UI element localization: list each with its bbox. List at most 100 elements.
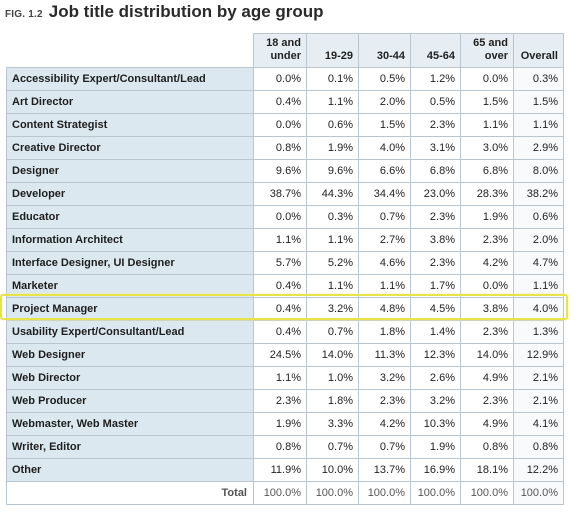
- table-cell: 100.0%: [513, 481, 564, 505]
- table-cell: 2.3%: [253, 389, 307, 413]
- table-cell: 8.0%: [513, 159, 564, 183]
- table-cell: 0.8%: [253, 136, 307, 160]
- table-cell: 23.0%: [410, 182, 461, 206]
- table-cell: 3.2%: [410, 389, 461, 413]
- table-row: Creative Director 0.8% 1.9% 4.0% 3.1% 3.0% 2.9…: [6, 136, 564, 160]
- table-cell: 2.3%: [460, 228, 514, 252]
- table-cell: 6.8%: [460, 159, 514, 183]
- table-body: Accessibility Expert/Consultant/Lead 0.0%…: [6, 67, 564, 505]
- table-cell: 3.3%: [306, 412, 359, 436]
- table-cell: 0.7%: [358, 435, 411, 459]
- table-cell: 1.1%: [513, 274, 564, 298]
- table-cell: 13.7%: [358, 458, 411, 482]
- row-label: Web Designer: [6, 343, 254, 367]
- table-cell: 0.8%: [513, 435, 564, 459]
- table-cell: 1.9%: [460, 205, 514, 229]
- table-cell: 2.7%: [358, 228, 411, 252]
- table-cell: 14.0%: [460, 343, 514, 367]
- figure-tag: FIG. 1.2: [5, 9, 43, 20]
- table-cell: 0.6%: [513, 205, 564, 229]
- row-label: Educator: [6, 205, 254, 229]
- table-row: Web Producer 2.3% 1.8% 2.3% 3.2% 2.3% 2.1%: [6, 389, 564, 413]
- figure-header: FIG. 1.2 Job title distribution by age g…: [5, 2, 324, 28]
- table-cell: 2.3%: [460, 389, 514, 413]
- col-header-label: 65 and over: [473, 37, 508, 62]
- table-cell: 28.3%: [460, 182, 514, 206]
- table-cell: 4.5%: [410, 297, 461, 321]
- row-label: Writer, Editor: [6, 435, 254, 459]
- table-row: Web Designer 24.5% 14.0% 11.3% 12.3% 14.0% 12.…: [6, 343, 564, 367]
- table-row: Usability Expert/Consultant/Lead 0.4% 0.7%…: [6, 320, 564, 344]
- table-cell: 0.0%: [253, 67, 307, 91]
- table-row: Other 11.9% 10.0% 13.7% 16.9% 18.1% 12.2%: [6, 458, 564, 482]
- table-cell: 1.1%: [460, 113, 514, 137]
- table-cell: 34.4%: [358, 182, 411, 206]
- table-cell: 1.4%: [410, 320, 461, 344]
- table-cell: 0.8%: [253, 435, 307, 459]
- table-cell: 3.0%: [460, 136, 514, 160]
- table-cell: 0.4%: [253, 320, 307, 344]
- table-cell: 1.1%: [306, 90, 359, 114]
- table-cell: 4.9%: [460, 366, 514, 390]
- table-cell: 100.0%: [460, 481, 514, 505]
- row-label: Project Manager: [6, 297, 254, 321]
- table-cell: 18.1%: [460, 458, 514, 482]
- table-cell: 9.6%: [253, 159, 307, 183]
- table-cell: 2.3%: [410, 113, 461, 137]
- table-cell: 12.9%: [513, 343, 564, 367]
- table-cell: 4.7%: [513, 251, 564, 275]
- table-cell: 100.0%: [358, 481, 411, 505]
- table-cell: 1.1%: [253, 366, 307, 390]
- table-cell: 2.3%: [410, 205, 461, 229]
- table-cell: 4.8%: [358, 297, 411, 321]
- table-cell: 0.7%: [358, 205, 411, 229]
- table-cell: 12.2%: [513, 458, 564, 482]
- table-cell: 0.5%: [410, 90, 461, 114]
- table-cell: 1.5%: [460, 90, 514, 114]
- table-row: Writer, Editor 0.8% 0.7% 0.7% 1.9% 0.8% 0.8%: [6, 435, 564, 459]
- table-cell: 0.0%: [253, 205, 307, 229]
- table-cell: 1.8%: [306, 389, 359, 413]
- row-label: Designer: [6, 159, 254, 183]
- table-row: Art Director 0.4% 1.1% 2.0% 0.5% 1.5% 1.5%: [6, 90, 564, 114]
- table-cell: 1.9%: [410, 435, 461, 459]
- row-label: Other: [6, 458, 254, 482]
- row-label: Usability Expert/Consultant/Lead: [6, 320, 254, 344]
- col-header-overall: Overall: [513, 33, 564, 68]
- table-cell: 6.8%: [410, 159, 461, 183]
- table-cell: 0.0%: [253, 113, 307, 137]
- col-header-45-64: 45-64: [410, 33, 461, 68]
- row-label: Developer: [6, 182, 254, 206]
- row-label: Information Architect: [6, 228, 254, 252]
- table-row: Information Architect 1.1% 1.1% 2.7% 3.8% 2.3…: [6, 228, 564, 252]
- figure-title: Job title distribution by age group: [48, 2, 324, 21]
- table-cell: 3.1%: [410, 136, 461, 160]
- table-cell: 1.1%: [513, 113, 564, 137]
- table-row: Educator 0.0% 0.3% 0.7% 2.3% 1.9% 0.6%: [6, 205, 564, 229]
- table-cell: 38.2%: [513, 182, 564, 206]
- table-cell: 24.5%: [253, 343, 307, 367]
- col-header-label: 18 and under: [266, 37, 301, 62]
- table-cell: 0.3%: [513, 67, 564, 91]
- header-row: 18 and under 19-29 30-44 45-64 65 and over…: [6, 33, 564, 68]
- table-cell: 0.1%: [306, 67, 359, 91]
- table-cell: 2.6%: [410, 366, 461, 390]
- table-cell: 3.8%: [410, 228, 461, 252]
- table-cell: 10.3%: [410, 412, 461, 436]
- table-cell: 100.0%: [306, 481, 359, 505]
- table-cell: 44.3%: [306, 182, 359, 206]
- col-header-30-44: 30-44: [358, 33, 411, 68]
- table-row: Webmaster, Web Master 1.9% 3.3% 4.2% 10.3% 4.…: [6, 412, 564, 436]
- row-label: Art Director: [6, 90, 254, 114]
- table-cell: 0.4%: [253, 297, 307, 321]
- table-cell: 12.3%: [410, 343, 461, 367]
- col-header-65-over: 65 and over: [460, 33, 514, 68]
- header-corner: [6, 33, 254, 68]
- table-cell: 0.5%: [358, 67, 411, 91]
- total-row: Total 100.0% 100.0% 100.0% 100.0% 100.0% 100.0…: [6, 481, 564, 505]
- table-cell: 4.0%: [358, 136, 411, 160]
- table-cell: 0.0%: [460, 67, 514, 91]
- row-label: Creative Director: [6, 136, 254, 160]
- table-cell: 2.0%: [358, 90, 411, 114]
- col-header-label: 30-44: [376, 50, 405, 62]
